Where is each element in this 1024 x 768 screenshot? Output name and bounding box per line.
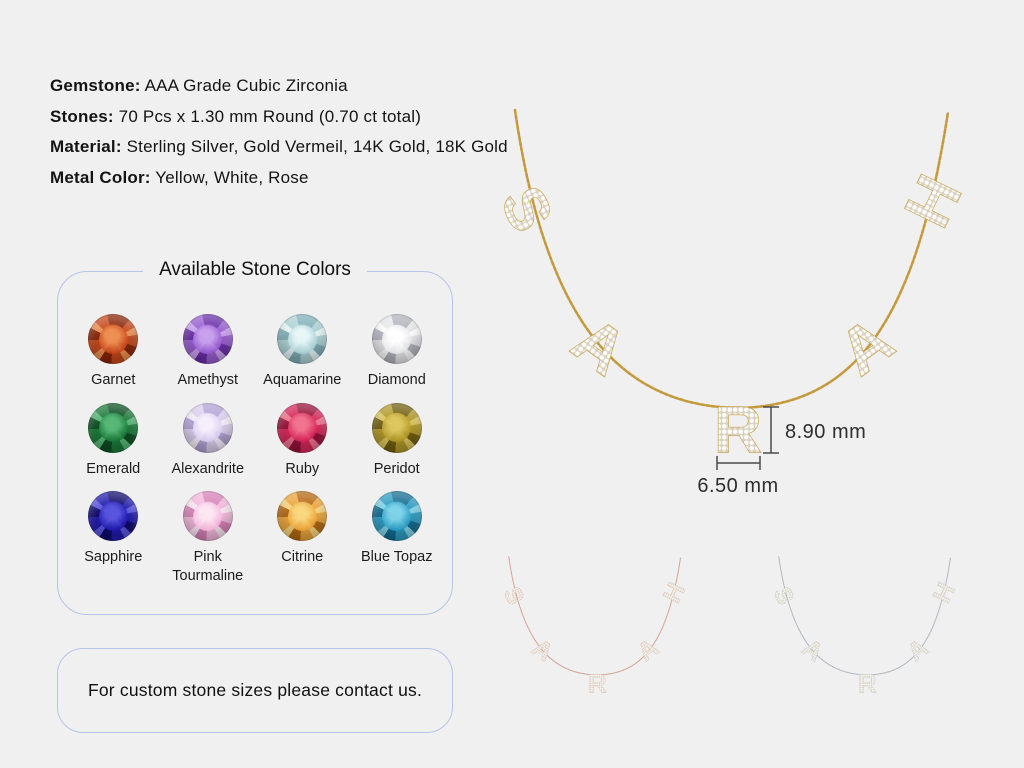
gem-swatch-citrine	[277, 491, 328, 542]
necklace-chain	[778, 556, 952, 676]
gem-label: Blue Topaz	[361, 549, 433, 566]
gem-label: Amethyst	[177, 372, 238, 388]
spec-line-material: Material: Sterling Silver, Gold Vermeil,…	[50, 132, 508, 163]
gem-cell-citrine: Citrine	[255, 491, 350, 585]
pendant-letter-s: S	[488, 176, 566, 241]
gem-swatch-sapphire	[88, 491, 139, 542]
pendant-letter-h: H	[891, 164, 976, 237]
spec-value: 70 Pcs x 1.30 mm Round (0.70 ct total)	[113, 106, 422, 126]
pendant-letter-s: S	[768, 583, 799, 609]
pendant-letters: S A R A H	[488, 164, 976, 467]
gem-cell-sapphire: Sapphire	[66, 491, 161, 585]
spec-line-metal-color: Metal Color: Yellow, White, Rose	[50, 163, 508, 194]
spec-label: Material:	[50, 137, 122, 156]
spec-label: Stones:	[50, 106, 114, 126]
product-specs: Gemstone: AAA Grade Cubic Zirconia Stone…	[50, 71, 508, 193]
gem-label: Citrine	[281, 549, 324, 566]
pendant-letter-r: R	[858, 668, 877, 698]
gem-cell-ruby: Ruby	[255, 402, 350, 479]
gem-swatch-emerald	[88, 402, 139, 453]
gem-cell-peridot: Peridot	[350, 402, 445, 479]
pendant-letters: S A R A H	[768, 578, 961, 698]
stone-colors-panel: Available Stone Colors Garnet Amethyst A…	[57, 259, 453, 615]
gem-grid: Garnet Amethyst Aquamarine Diamond Emera…	[58, 272, 452, 585]
gem-cell-aquamarine: Aquamarine	[255, 314, 350, 390]
gem-label: Ruby	[285, 460, 320, 477]
gem-swatch-ruby	[277, 402, 328, 453]
stone-colors-title: Available Stone Colors	[143, 259, 367, 281]
custom-sizes-note-text: For custom stone sizes please contact us…	[87, 680, 423, 700]
pendant-letter-r: R	[714, 392, 762, 466]
gem-label: Aquamarine	[263, 372, 342, 388]
gem-label: Emerald	[86, 460, 141, 477]
gem-label: Peridot	[373, 460, 420, 477]
spec-label: Gemstone:	[50, 76, 141, 95]
gem-cell-alexandrite: Alexandrite	[161, 402, 256, 479]
gem-swatch-aquamarine	[277, 314, 328, 364]
gem-swatch-amethyst	[182, 314, 233, 364]
pendant-letters: S A R A H	[498, 578, 691, 698]
gem-label: Pink Tourmaline	[172, 549, 244, 584]
pendant-letter-h: H	[658, 578, 691, 607]
spec-line-gemstone: Gemstone: AAA Grade Cubic Zirconia	[50, 71, 508, 102]
gem-cell-blue-topaz: Blue Topaz	[350, 491, 445, 585]
gem-swatch-alexandrite	[182, 402, 233, 453]
gem-swatch-peridot	[371, 402, 422, 453]
width-dim-label: 6.50 mm	[697, 475, 778, 497]
spec-value: Sterling Silver, Gold Vermeil, 14K Gold,…	[121, 137, 508, 156]
gem-swatch-garnet	[88, 314, 139, 364]
necklace-rose-variant: S A R A H	[498, 556, 691, 699]
spec-value: AAA Grade Cubic Zirconia	[140, 76, 348, 95]
necklace-chain	[513, 108, 950, 410]
pendant-letter-r: R	[588, 668, 607, 698]
spec-value: Yellow, White, Rose	[150, 167, 309, 187]
necklace-chain	[508, 556, 682, 676]
spec-label: Metal Color:	[50, 167, 151, 187]
dimension-annotations: 8.90 mm 6.50 mm	[697, 406, 866, 497]
pendant-letter-a1: A	[560, 303, 640, 388]
gem-swatch-blue-topaz	[371, 491, 422, 542]
pendant-letter-h: H	[928, 578, 961, 607]
spec-line-stones: Stones: 70 Pcs x 1.30 mm Round (0.70 ct …	[50, 102, 508, 133]
gem-cell-diamond: Diamond	[350, 314, 445, 390]
gem-swatch-pink-tourmaline	[182, 491, 233, 542]
gem-label: Alexandrite	[171, 460, 245, 477]
gem-swatch-diamond	[371, 314, 422, 364]
gem-label: Diamond	[367, 372, 426, 388]
gem-cell-garnet: Garnet	[66, 314, 161, 390]
pendant-letter-a1: A	[527, 634, 558, 667]
gem-cell-emerald: Emerald	[66, 402, 161, 479]
custom-sizes-note: For custom stone sizes please contact us…	[57, 648, 453, 733]
gem-cell-pink-tourmaline: Pink Tourmaline	[161, 491, 256, 585]
gem-cell-amethyst: Amethyst	[161, 314, 256, 390]
necklace-silver-variant: S A R A H	[768, 556, 961, 699]
pendant-letter-s: S	[498, 583, 529, 609]
gem-label: Garnet	[91, 372, 136, 388]
gem-label: Sapphire	[84, 549, 143, 566]
pendant-letter-a1: A	[797, 634, 828, 667]
height-dim-label: 8.90 mm	[785, 421, 866, 443]
necklace-gold-main: S A R A H 8.90 mm 6.50 mm	[488, 108, 976, 497]
